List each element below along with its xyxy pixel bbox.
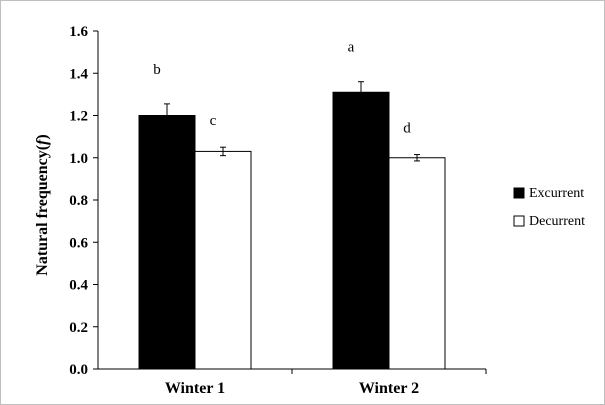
y-tick-label: 0.2	[69, 320, 88, 336]
y-axis-title: Natural frequency(f)	[34, 134, 51, 275]
legend-label-excurrent: Excurrent	[529, 186, 584, 201]
bars-layer	[138, 81, 446, 370]
bar-decurrent	[388, 157, 446, 370]
y-tick-label: 0.8	[69, 193, 88, 209]
bar-excurrent	[138, 115, 196, 370]
legend-label-decurrent: Decurrent	[529, 214, 585, 229]
y-tick-label: 1.0	[69, 151, 88, 167]
legend-swatch-excurrent	[513, 187, 525, 199]
y-tick-label: 0.6	[69, 235, 88, 251]
significance-letter: d	[403, 121, 411, 137]
y-tick-label: 0.0	[69, 362, 88, 378]
y-tick-label: 1.2	[69, 109, 88, 125]
x-category-label: Winter 1	[165, 380, 225, 397]
x-category-label: Winter 2	[359, 380, 419, 397]
y-tick-label: 1.6	[69, 24, 88, 40]
y-tick-label: 0.4	[69, 278, 88, 294]
bar-excurrent	[332, 91, 390, 370]
significance-letter: b	[153, 62, 161, 78]
significance-letter: a	[348, 40, 355, 56]
y-tick-label: 1.4	[69, 66, 88, 82]
significance-letter: c	[210, 113, 217, 129]
bar-decurrent	[194, 150, 252, 370]
legend: Excurrent Decurrent	[513, 186, 585, 229]
legend-swatch-decurrent	[513, 215, 525, 227]
labels-layer: Winter 1 b c Winter 2 a d	[153, 40, 419, 397]
